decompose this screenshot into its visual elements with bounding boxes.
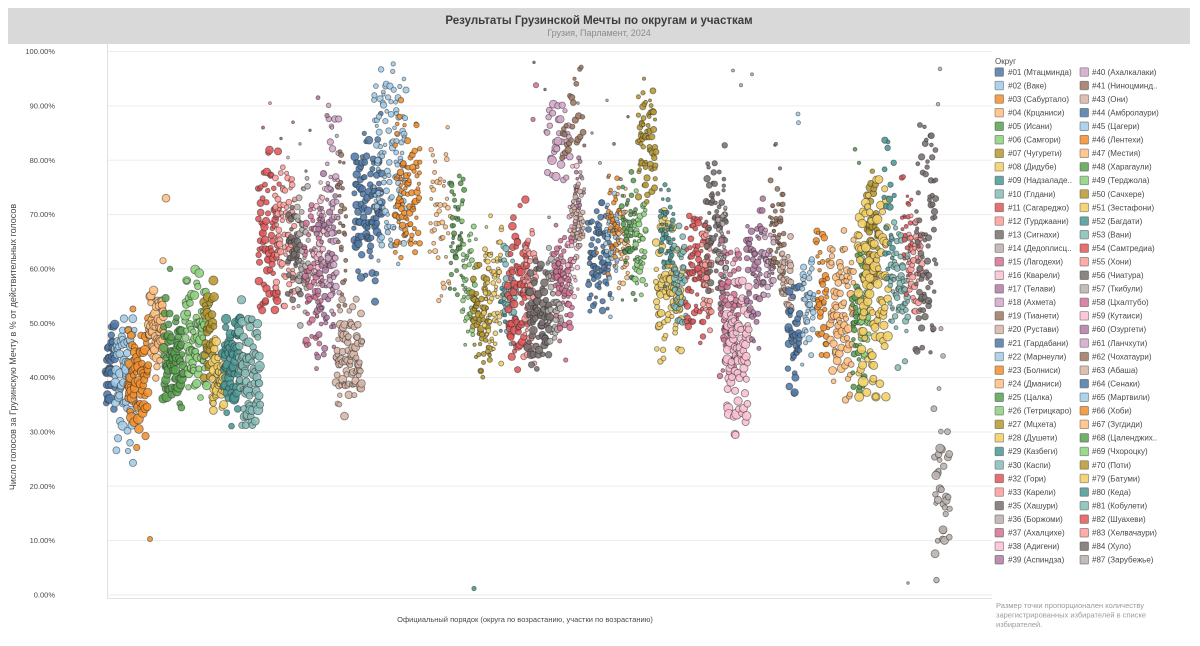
svg-text:#40 (Ахалкалаки): #40 (Ахалкалаки): [1092, 68, 1157, 77]
svg-text:#70 (Поти): #70 (Поти): [1092, 461, 1131, 470]
svg-text:#19 (Тианети): #19 (Тианети): [1008, 312, 1059, 321]
svg-text:80.00%: 80.00%: [30, 156, 56, 165]
svg-text:#33 (Карели): #33 (Карели): [1008, 488, 1056, 497]
svg-text:#15 (Лагодехи): #15 (Лагодехи): [1008, 258, 1063, 267]
svg-text:#29 (Казбеги): #29 (Казбеги): [1008, 447, 1058, 456]
svg-text:#01 (Мтацминда): #01 (Мтацминда): [1008, 68, 1072, 77]
svg-text:#16 (Кварели): #16 (Кварели): [1008, 271, 1060, 280]
svg-text:#27 (Мцхета): #27 (Мцхета): [1008, 420, 1057, 429]
svg-text:#22 (Марнеули): #22 (Марнеули): [1008, 352, 1067, 361]
svg-text:Официальный порядок (округа п: Официальный порядок (округа по возрастан…: [397, 615, 653, 624]
svg-text:#07 (Чугурети): #07 (Чугурети): [1008, 149, 1062, 158]
svg-text:#41 (Ниноцминд..: #41 (Ниноцминд..: [1092, 81, 1157, 90]
svg-text:#66 (Хоби): #66 (Хоби): [1092, 407, 1132, 416]
svg-text:#69 (Чхороцку): #69 (Чхороцку): [1092, 447, 1148, 456]
svg-text:#54 (Самтредиа): #54 (Самтредиа): [1092, 244, 1155, 253]
svg-text:#47 (Местия): #47 (Местия): [1092, 149, 1141, 158]
svg-text:#60 (Озургети): #60 (Озургети): [1092, 325, 1146, 334]
svg-text:30.00%: 30.00%: [30, 428, 56, 437]
svg-text:#36 (Боржоми): #36 (Боржоми): [1008, 515, 1063, 524]
svg-text:Грузия, Парламент, 2024: Грузия, Парламент, 2024: [547, 28, 651, 38]
svg-text:70.00%: 70.00%: [30, 210, 56, 219]
svg-text:#13 (Сигнахи): #13 (Сигнахи): [1008, 230, 1060, 239]
svg-text:#30 (Каспи): #30 (Каспи): [1008, 461, 1051, 470]
svg-text:#59 (Кутаиси): #59 (Кутаиси): [1092, 312, 1143, 321]
svg-text:#61 (Ланчхути): #61 (Ланчхути): [1092, 339, 1148, 348]
svg-text:#49 (Терджола): #49 (Терджола): [1092, 176, 1150, 185]
svg-text:10.00%: 10.00%: [30, 536, 56, 545]
svg-text:избирателей.: избирателей.: [996, 620, 1042, 629]
svg-text:20.00%: 20.00%: [30, 482, 56, 491]
svg-text:#87 (Зарубежье): #87 (Зарубежье): [1092, 556, 1154, 565]
svg-text:#10 (Глдани): #10 (Глдани): [1008, 190, 1056, 199]
svg-text:#32 (Гори): #32 (Гори): [1008, 474, 1046, 483]
svg-text:60.00%: 60.00%: [30, 265, 56, 274]
svg-text:#21 (Гардабани): #21 (Гардабани): [1008, 339, 1069, 348]
svg-text:0.00%: 0.00%: [34, 591, 56, 600]
svg-text:#50 (Сачхере): #50 (Сачхере): [1092, 190, 1145, 199]
svg-text:#37 (Ахалцихе): #37 (Ахалцихе): [1008, 529, 1065, 538]
svg-text:#18 (Ахмета): #18 (Ахмета): [1008, 298, 1056, 307]
svg-text:#08 (Дидубе): #08 (Дидубе): [1008, 163, 1057, 172]
svg-text:#56 (Чиатура): #56 (Чиатура): [1092, 271, 1144, 280]
svg-text:100.00%: 100.00%: [25, 47, 55, 56]
svg-text:#68 (Цаленджих..: #68 (Цаленджих..: [1092, 434, 1157, 443]
svg-text:#06 (Самгори): #06 (Самгори): [1008, 136, 1061, 145]
svg-text:#05 (Исани): #05 (Исани): [1008, 122, 1052, 131]
svg-text:Округ: Округ: [995, 57, 1016, 66]
svg-text:#48 (Харагаули): #48 (Харагаули): [1092, 163, 1152, 172]
svg-text:#63 (Абаша): #63 (Абаша): [1092, 366, 1138, 375]
svg-text:#46 (Лентехи): #46 (Лентехи): [1092, 136, 1144, 145]
svg-text:#84 (Хуло): #84 (Хуло): [1092, 542, 1131, 551]
svg-text:#38 (Адигени): #38 (Адигени): [1008, 542, 1060, 551]
svg-text:#39 (Аспиндза): #39 (Аспиндза): [1008, 556, 1065, 565]
svg-text:#35 (Хашури): #35 (Хашури): [1008, 501, 1058, 510]
svg-text:#62 (Чохатаури): #62 (Чохатаури): [1092, 352, 1152, 361]
svg-text:#23 (Болниси): #23 (Болниси): [1008, 366, 1061, 375]
svg-text:#44 (Амбролаури): #44 (Амбролаури): [1092, 109, 1159, 118]
svg-text:#04 (Крцаниси): #04 (Крцаниси): [1008, 109, 1065, 118]
svg-text:90.00%: 90.00%: [30, 102, 56, 111]
svg-text:Размер точки пропорционален ко: Размер точки пропорционален количеству: [996, 601, 1144, 610]
svg-text:#03 (Сабуртало): #03 (Сабуртало): [1008, 95, 1069, 104]
svg-text:зарегистрированных избирателей: зарегистрированных избирателей в списке: [996, 611, 1146, 620]
svg-text:#26 (Тетрицкаро): #26 (Тетрицкаро): [1008, 407, 1072, 416]
svg-text:#83 (Хелвачаури): #83 (Хелвачаури): [1092, 529, 1157, 538]
svg-text:#28 (Душети): #28 (Душети): [1008, 434, 1058, 443]
svg-text:#55 (Хони): #55 (Хони): [1092, 258, 1132, 267]
svg-text:#65 (Мартвили): #65 (Мартвили): [1092, 393, 1150, 402]
svg-text:#81 (Кобулети): #81 (Кобулети): [1092, 501, 1148, 510]
svg-text:#17 (Телави): #17 (Телави): [1008, 285, 1056, 294]
svg-text:#12 (Гурджаани): #12 (Гурджаани): [1008, 217, 1069, 226]
svg-text:Результаты Грузинской Мечты по: Результаты Грузинской Мечты по округам и…: [445, 15, 752, 27]
svg-text:#45 (Цагери): #45 (Цагери): [1092, 122, 1140, 131]
svg-text:#53 (Вани): #53 (Вани): [1092, 230, 1132, 239]
svg-text:#20 (Рустави): #20 (Рустави): [1008, 325, 1059, 334]
svg-text:#80 (Кеда): #80 (Кеда): [1092, 488, 1131, 497]
svg-text:40.00%: 40.00%: [30, 373, 56, 382]
svg-text:#57 (Ткибули): #57 (Ткибули): [1092, 285, 1143, 294]
svg-text:#43 (Они): #43 (Они): [1092, 95, 1128, 104]
svg-text:#14 (Дедоплисц..: #14 (Дедоплисц..: [1008, 244, 1072, 253]
svg-text:#52 (Багдати): #52 (Багдати): [1092, 217, 1143, 226]
svg-text:#58 (Цхалтубо): #58 (Цхалтубо): [1092, 298, 1149, 307]
svg-text:#25 (Цалка): #25 (Цалка): [1008, 393, 1053, 402]
svg-text:#82 (Шуахеви): #82 (Шуахеви): [1092, 515, 1146, 524]
svg-text:#67 (Зугдиди): #67 (Зугдиди): [1092, 420, 1143, 429]
svg-text:#11 (Сагареджо): #11 (Сагареджо): [1008, 203, 1069, 212]
svg-text:#09 (Надзаладе..: #09 (Надзаладе..: [1008, 176, 1072, 185]
svg-text:#24 (Дманиси): #24 (Дманиси): [1008, 380, 1062, 389]
svg-text:#64 (Сенаки): #64 (Сенаки): [1092, 380, 1140, 389]
svg-text:Число голосов за Грузинскую Ме: Число голосов за Грузинскую Мечту в % от…: [8, 204, 18, 490]
svg-text:50.00%: 50.00%: [30, 319, 56, 328]
svg-text:#51 (Зестафони): #51 (Зестафони): [1092, 203, 1154, 212]
svg-text:#79 (Батуми): #79 (Батуми): [1092, 474, 1140, 483]
svg-text:#02 (Ваке): #02 (Ваке): [1008, 81, 1047, 90]
